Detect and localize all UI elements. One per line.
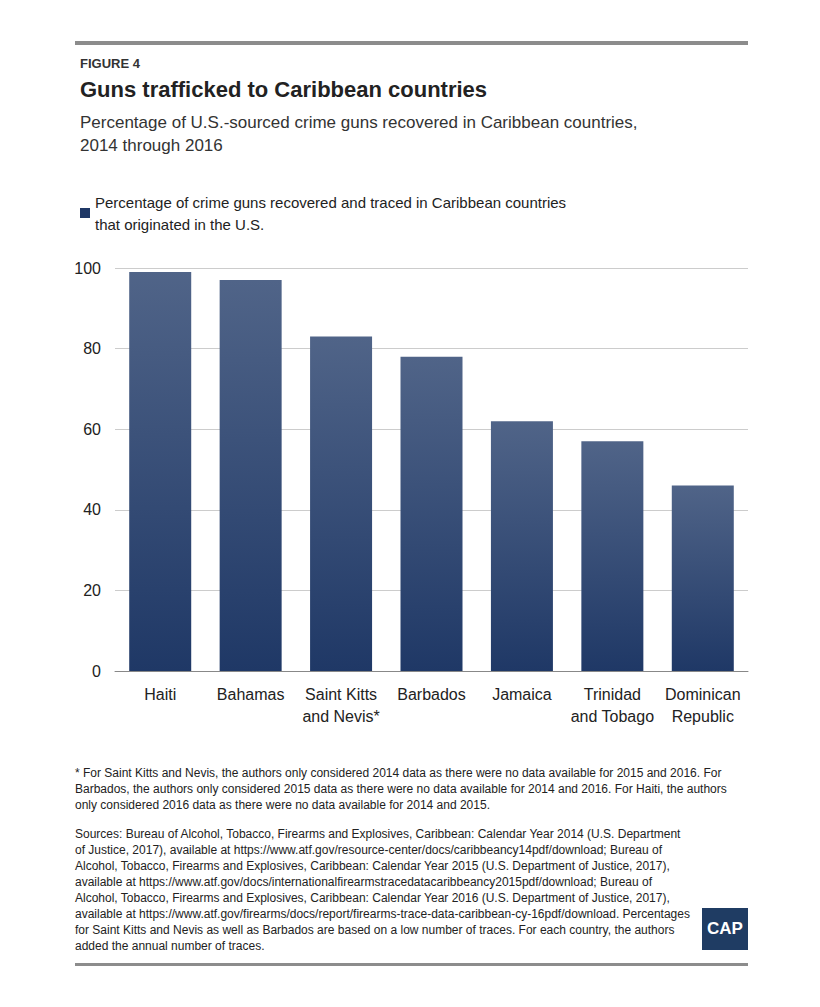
svg-text:Bahamas: Bahamas [217,686,285,703]
html-text:* For Saint Kitts and Nevis, t: * For Saint Kitts and Nevis, the authors… [75,766,727,812]
svg-text:Guns trafficked to Caribbean c: Guns trafficked to Caribbean countries [80,77,487,102]
svg-text:that originated in the U.S.: that originated in the U.S. [95,216,264,233]
svg-text:and Nevis*: and Nevis* [302,708,379,725]
svg-text:Barbados: Barbados [397,686,466,703]
svg-text:Percentage of crime guns recov: Percentage of crime guns recovered and t… [95,194,566,211]
html-text:CAP: CAP [707,919,743,938]
svg-text:Haiti: Haiti [144,686,176,703]
svg-text:and Tobago: and Tobago [571,708,654,725]
svg-text:Jamaica: Jamaica [492,686,552,703]
svg-text:0: 0 [92,663,101,680]
html-text:Sources: Bureau of Alcohol, To: Sources: Bureau of Alcohol, Tobacco, Fir… [75,827,690,953]
svg-text:Saint Kitts: Saint Kitts [305,686,377,703]
svg-text:FIGURE 4: FIGURE 4 [80,56,141,71]
svg-text:60: 60 [83,421,101,438]
svg-text:Percentage of U.S.-sourced cri: Percentage of U.S.-sourced crime guns re… [80,113,638,132]
svg-text:100: 100 [74,260,101,277]
svg-text:Dominican: Dominican [665,686,741,703]
svg-text:2014 through 2016: 2014 through 2016 [80,136,223,155]
svg-text:Republic: Republic [672,708,734,725]
svg-text:Trinidad: Trinidad [584,686,641,703]
svg-text:40: 40 [83,501,101,518]
svg-text:20: 20 [83,582,101,599]
svg-text:80: 80 [83,340,101,357]
